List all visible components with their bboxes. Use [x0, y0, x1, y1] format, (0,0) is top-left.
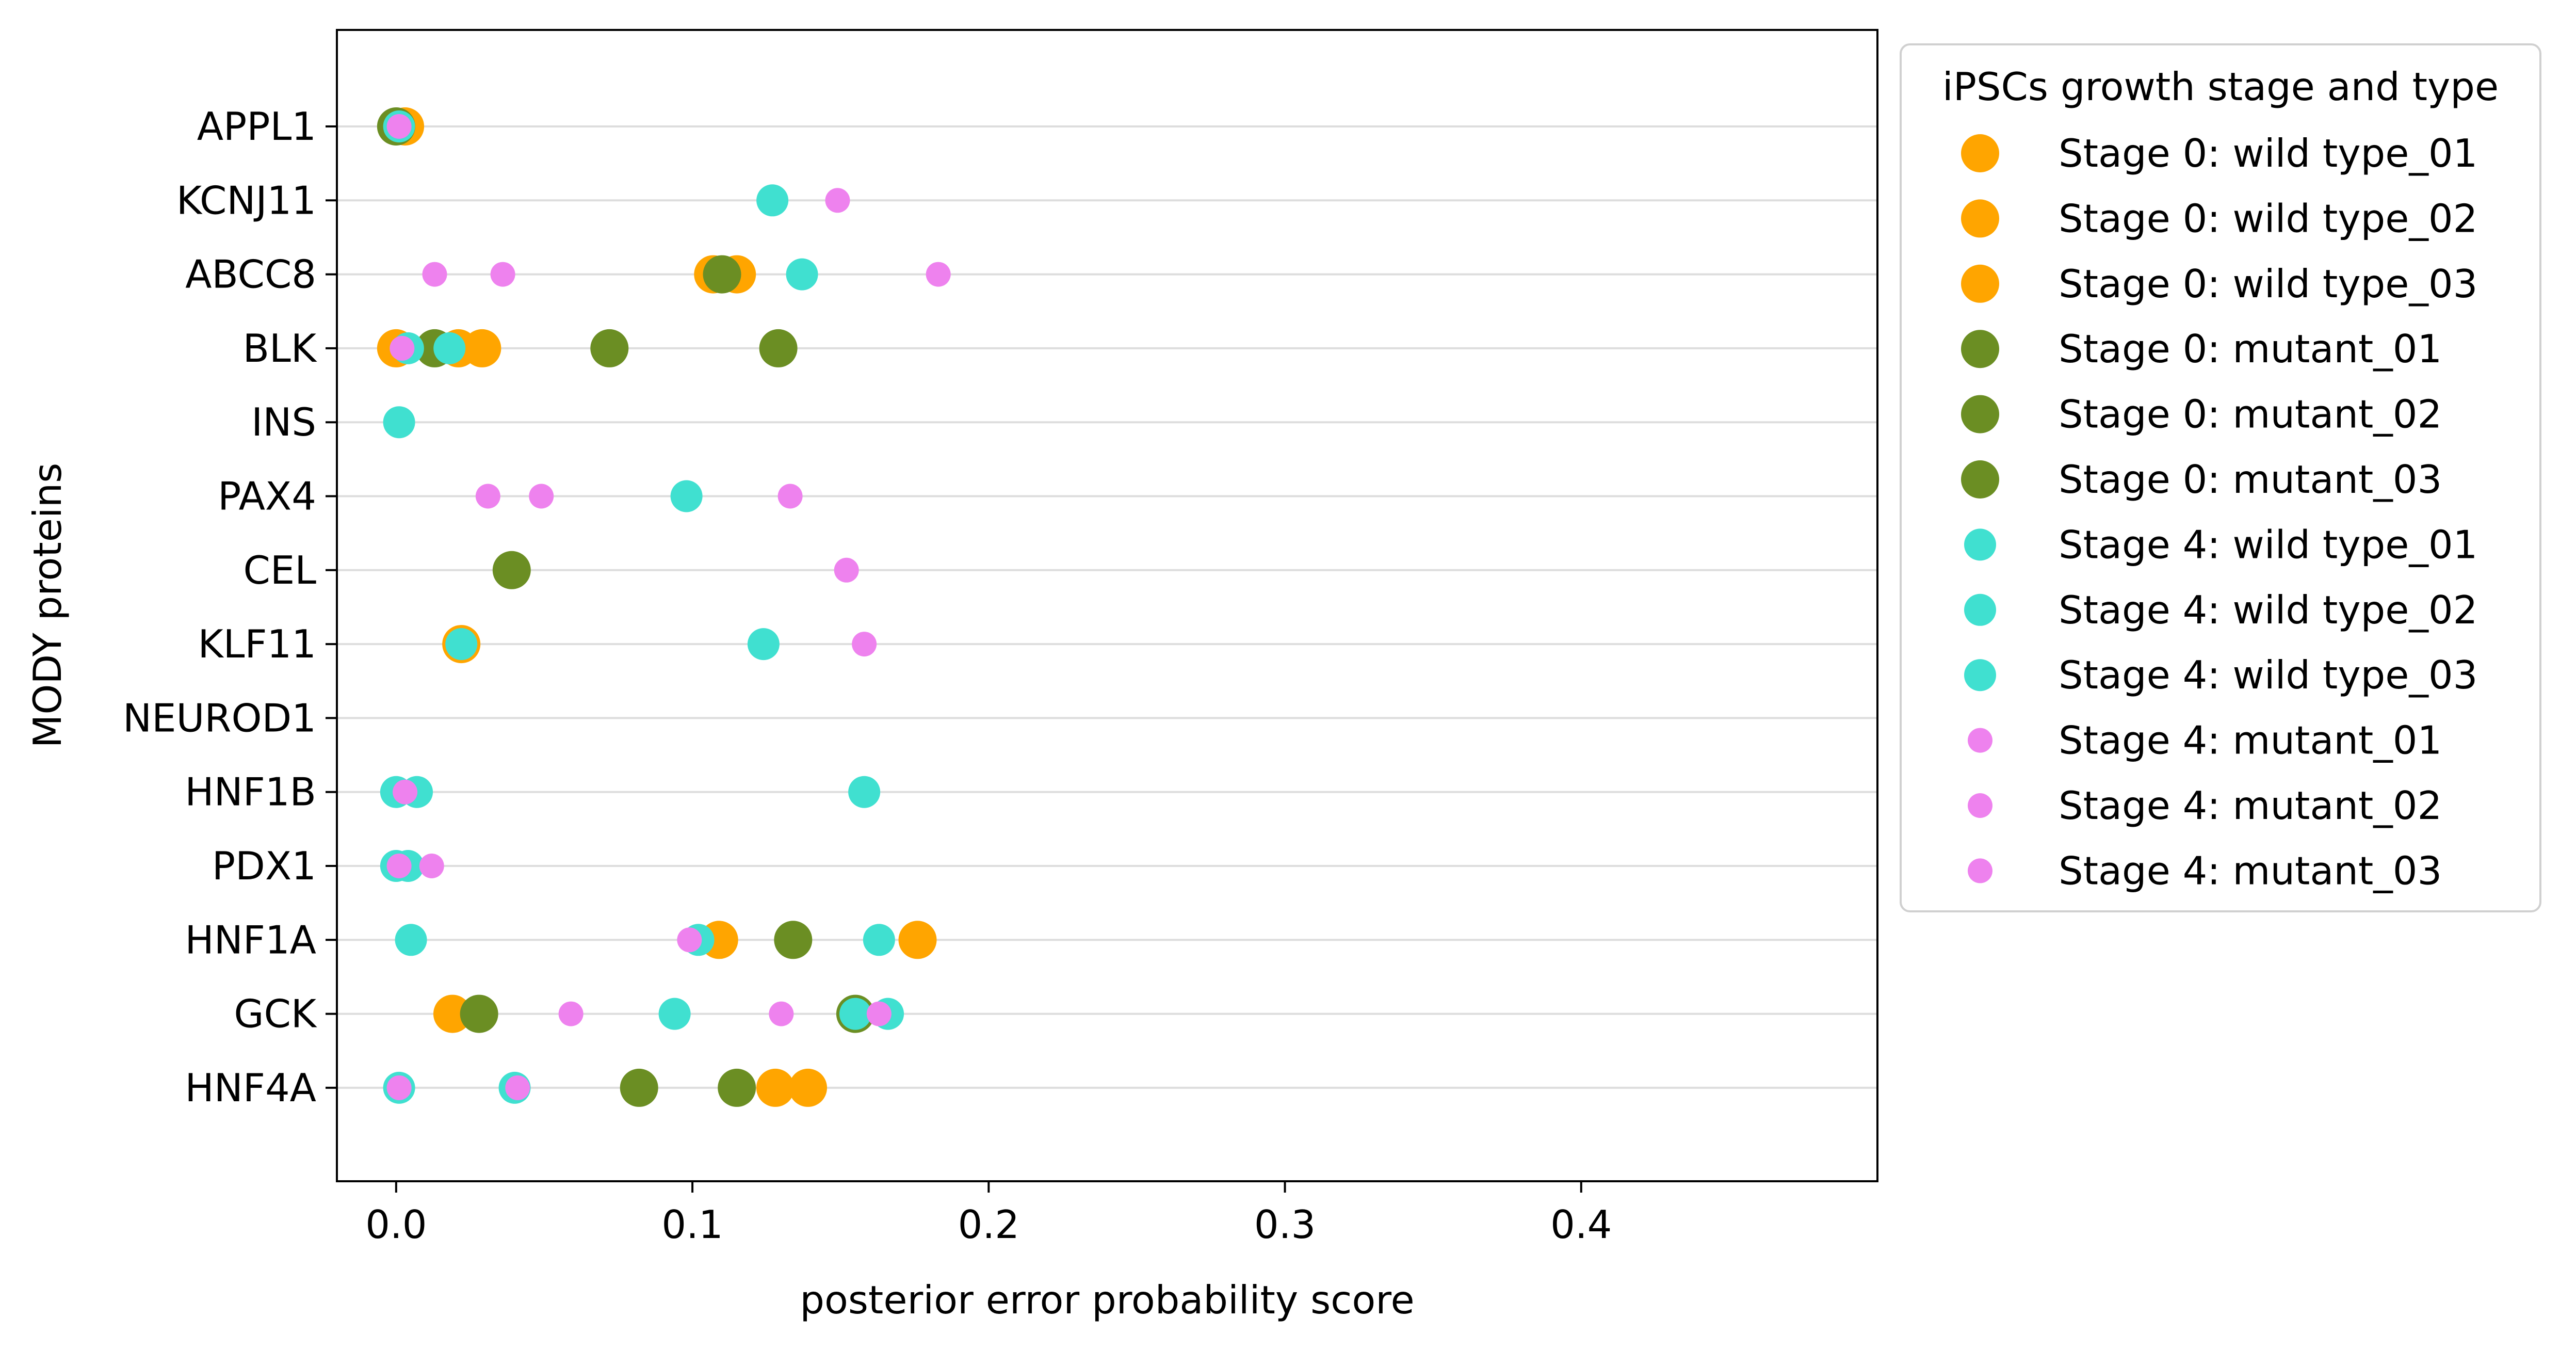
data-point-series-12 — [777, 484, 803, 509]
data-point-series-11 — [505, 1075, 530, 1100]
data-point-series-10 — [393, 779, 418, 805]
legend-entry-label: Stage 4: wild type_03 — [2059, 652, 2477, 698]
x-tick-label: 0.4 — [1550, 1202, 1612, 1247]
data-point-series-11 — [769, 1001, 794, 1026]
x-tick-label: 0.3 — [1254, 1202, 1316, 1247]
data-point-series-7 — [658, 998, 691, 1030]
data-point-series-8 — [747, 628, 780, 661]
plot-frame — [336, 29, 1878, 1182]
data-point-series-4 — [620, 1068, 658, 1107]
legend-entry-label: Stage 0: mutant_02 — [2059, 392, 2442, 437]
legend-marker — [1961, 134, 1999, 172]
y-tick-label: CEL — [243, 548, 316, 593]
gridlines — [337, 125, 1877, 1089]
data-point-series-1 — [433, 994, 472, 1033]
legend-title: iPSCs growth stage and type — [1942, 64, 2499, 109]
y-axis: APPL1 KCNJ11 ABCC8 BLK INS PAX4 CEL KLF11 NEUROD… — [123, 104, 337, 1111]
y-tick-label: HNF1A — [185, 917, 316, 962]
x-tick-label: 0.0 — [365, 1202, 427, 1247]
legend-entry-label: Stage 0: wild type_03 — [2059, 261, 2477, 307]
legend-entry-label: Stage 0: wild type_02 — [2059, 196, 2477, 241]
y-tick-label: HNF1B — [185, 769, 316, 815]
data-point-series-4 — [492, 551, 531, 589]
data-point-series-9 — [863, 924, 895, 956]
y-tick-label: PAX4 — [218, 474, 316, 519]
legend-marker — [1961, 460, 1999, 499]
data-point-series-10 — [677, 927, 702, 953]
data-point-series-10 — [386, 114, 412, 139]
data-point-series-11 — [419, 854, 444, 878]
data-point-series-11 — [490, 262, 515, 287]
y-tick-label: NEUROD1 — [123, 695, 316, 741]
data-point-series-7 — [383, 406, 415, 439]
legend-entry-label: Stage 4: mutant_01 — [2059, 718, 2442, 763]
data-point-series-11 — [529, 484, 554, 509]
data-point-series-7 — [786, 258, 818, 291]
x-axis: 0.0 0.1 0.2 0.3 0.4 — [365, 1181, 1612, 1247]
legend-entry-label: Stage 4: wild type_02 — [2059, 587, 2477, 633]
legend-marker — [1961, 199, 1999, 238]
data-point-series-2 — [789, 1068, 828, 1107]
data-point-series-12 — [866, 1001, 892, 1026]
data-point-series-10 — [558, 1001, 584, 1026]
legend-marker — [1968, 793, 1992, 818]
data-point-series-8 — [433, 332, 466, 364]
x-tick-label: 0.1 — [661, 1202, 723, 1247]
legend-entry-label: Stage 4: mutant_02 — [2059, 783, 2442, 828]
data-point-series-8 — [839, 998, 871, 1030]
data-point-series-12 — [926, 262, 951, 287]
legend-marker — [1968, 728, 1992, 753]
y-tick-label: KLF11 — [198, 621, 316, 667]
legend-marker — [1961, 264, 1999, 303]
legend-entry-label: Stage 0: mutant_03 — [2059, 457, 2442, 502]
x-tick-label: 0.2 — [958, 1202, 1019, 1247]
y-tick-label: INS — [251, 399, 316, 445]
data-point-series-4 — [774, 921, 813, 959]
data-point-series-1 — [756, 1068, 795, 1107]
legend-entry-label: Stage 4: wild type_01 — [2059, 522, 2477, 567]
data-point-series-9 — [848, 776, 881, 808]
x-axis-label: posterior error probability score — [800, 1277, 1414, 1323]
legend-entry-label: Stage 4: mutant_03 — [2059, 848, 2442, 893]
data-point-series-10 — [390, 335, 415, 361]
data-point-series-4 — [590, 329, 629, 367]
data-point-series-10 — [852, 632, 877, 657]
y-tick-label: APPL1 — [197, 104, 316, 149]
data-point-series-2 — [898, 921, 937, 959]
data-point-series-10 — [834, 557, 859, 583]
data-point-series-10 — [422, 262, 447, 287]
legend-marker — [1964, 528, 1996, 561]
data-point-series-4 — [703, 255, 741, 294]
y-tick-label: ABCC8 — [185, 252, 316, 297]
legend-box — [1900, 43, 2541, 912]
data-points — [377, 107, 951, 1107]
y-axis-label: MODY proteins — [25, 463, 70, 748]
legend-entry-label: Stage 0: mutant_01 — [2059, 326, 2442, 372]
legend-marker — [1964, 593, 1996, 626]
data-point-series-7 — [756, 184, 789, 217]
data-point-series-7 — [670, 480, 703, 512]
data-point-series-3 — [463, 329, 501, 367]
data-point-series-10 — [386, 1075, 412, 1100]
legend-marker — [1968, 858, 1992, 883]
y-tick-label: KCNJ11 — [176, 178, 316, 223]
legend-marker — [1961, 395, 1999, 433]
y-tick-label: GCK — [234, 991, 317, 1037]
y-tick-label: BLK — [243, 326, 317, 371]
y-tick-label: HNF4A — [185, 1065, 316, 1111]
legend-marker — [1964, 659, 1996, 692]
data-point-series-10 — [475, 484, 500, 509]
data-point-series-7 — [395, 924, 427, 956]
y-tick-label: PDX1 — [212, 843, 316, 889]
data-point-series-10 — [386, 854, 412, 878]
data-point-series-5 — [718, 1068, 756, 1107]
legend-marker — [1961, 330, 1999, 368]
data-point-series-5 — [759, 329, 798, 367]
data-point-series-4 — [460, 994, 498, 1033]
legend: iPSCs growth stage and type Stage 0: wil… — [1900, 43, 2541, 912]
data-point-series-10 — [825, 188, 850, 213]
legend-entry-label: Stage 0: wild type_01 — [2059, 131, 2477, 176]
data-point-series-7 — [445, 628, 478, 661]
